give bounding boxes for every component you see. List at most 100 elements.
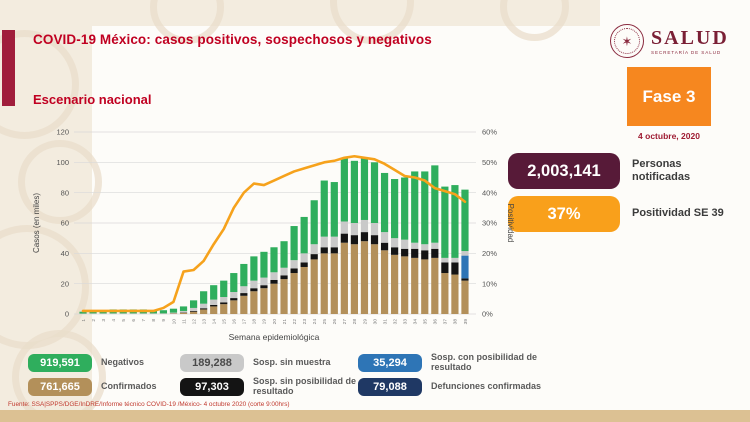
watermark-ornament-icon <box>0 30 79 139</box>
chart: 0 20 40 60 80 100 120 0% 10% 20% 30% 40% 50% 60% 1 2 3 4 5… <box>28 118 518 353</box>
logo-subtitle: SECRETARÍA DE SALUD <box>651 49 722 55</box>
svg-text:38: 38 <box>453 319 459 325</box>
svg-text:1: 1 <box>81 319 87 322</box>
legend-value-badge: 35,294 <box>358 354 422 372</box>
svg-text:35: 35 <box>423 319 429 325</box>
legend-item: 761,665 Confirmados <box>28 378 221 396</box>
svg-text:22: 22 <box>292 319 298 325</box>
legend-label: Sosp. con posibilidad de resultado <box>431 352 538 372</box>
legend-label: Defunciones confirmadas <box>431 381 542 392</box>
svg-text:11: 11 <box>181 319 187 324</box>
source-footer: Fuente: SSA|SPPS/DGE/InDRE/Informe técni… <box>8 401 290 408</box>
svg-text:0: 0 <box>65 310 69 319</box>
stats-panel: 2,003,141 Personas notificadas 37% Positivi… <box>508 153 732 239</box>
svg-text:60%: 60% <box>482 128 497 137</box>
svg-text:24: 24 <box>312 319 318 325</box>
legend-value-badge: 761,665 <box>28 378 92 396</box>
legend-item: 35,294 Sosp. con posibilidad de resultado <box>358 352 551 372</box>
svg-text:60: 60 <box>61 219 69 228</box>
svg-text:21: 21 <box>282 319 288 325</box>
svg-text:28: 28 <box>352 319 358 325</box>
svg-text:17: 17 <box>242 319 248 325</box>
logo-text: SALUD SECRETARÍA DE SALUD <box>651 28 729 55</box>
svg-text:36: 36 <box>433 319 439 325</box>
svg-text:14: 14 <box>211 319 217 325</box>
svg-text:6: 6 <box>131 319 137 322</box>
stat-label: Positividad SE 39 <box>632 207 724 220</box>
legend-label: Sosp. sin posibilidad de resultado <box>253 376 357 396</box>
legend-value-badge: 79,088 <box>358 378 422 396</box>
svg-text:5: 5 <box>121 319 127 322</box>
svg-text:13: 13 <box>201 319 207 325</box>
svg-text:33: 33 <box>402 319 408 325</box>
svg-text:120: 120 <box>56 128 69 137</box>
legend-item: 79,088 Defunciones confirmadas <box>358 378 551 396</box>
legend-label: Negativos <box>101 357 145 368</box>
phase-badge: Fase 3 <box>627 67 711 126</box>
page-title: COVID-19 México: casos positivos, sospec… <box>33 32 432 47</box>
logo-name: SALUD <box>651 26 729 49</box>
svg-text:39: 39 <box>463 319 469 325</box>
svg-text:Casos (en miles): Casos (en miles) <box>32 193 41 253</box>
legend-label: Sosp. sin muestra <box>253 357 331 368</box>
svg-text:8: 8 <box>151 319 157 322</box>
government-seal-icon: ✶ <box>610 24 644 58</box>
svg-text:10: 10 <box>171 319 177 325</box>
svg-text:4: 4 <box>111 319 117 322</box>
svg-text:Semana epidemiológica: Semana epidemiológica <box>229 332 320 342</box>
legend-value-badge: 189,288 <box>180 354 244 372</box>
svg-text:30: 30 <box>372 319 378 325</box>
svg-text:40: 40 <box>61 249 69 258</box>
svg-text:26: 26 <box>332 319 338 325</box>
svg-text:80: 80 <box>61 188 69 197</box>
legend-column: 35,294 Sosp. con posibilidad de resultado… <box>358 352 551 402</box>
watermark-ornament-icon <box>150 0 224 44</box>
legend-item: 919,591 Negativos <box>28 354 221 372</box>
legend-item: 189,288 Sosp. sin muestra <box>180 354 373 372</box>
svg-text:3: 3 <box>101 319 107 322</box>
title-accent-bar <box>2 30 15 106</box>
stat-row: 37% Positividad SE 39 <box>508 196 732 232</box>
chart-legend: 919,591 Negativos 761,665 Confirmados 189,28… <box>28 352 728 406</box>
svg-text:50%: 50% <box>482 158 497 167</box>
svg-text:100: 100 <box>56 158 69 167</box>
watermark-ornament-icon <box>18 140 102 224</box>
phase-date: 4 octubre, 2020 <box>638 131 700 141</box>
svg-text:20: 20 <box>272 319 278 325</box>
salud-logo: ✶ SALUD SECRETARÍA DE SALUD <box>610 24 729 58</box>
svg-text:19: 19 <box>262 319 268 325</box>
phase-label: Fase 3 <box>642 86 696 106</box>
legend-column: 189,288 Sosp. sin muestra 97,303 Sosp. sin … <box>180 354 373 402</box>
legend-value-badge: 919,591 <box>28 354 92 372</box>
svg-text:25: 25 <box>322 319 328 325</box>
svg-text:29: 29 <box>362 319 368 325</box>
watermark-ornament-icon <box>500 0 569 41</box>
svg-text:12: 12 <box>191 319 197 325</box>
svg-text:7: 7 <box>141 319 147 322</box>
svg-text:15: 15 <box>222 319 228 325</box>
svg-text:Positividad: Positividad <box>506 204 515 243</box>
svg-text:0%: 0% <box>482 310 493 319</box>
svg-text:18: 18 <box>252 319 258 325</box>
stat-label: Personas notificadas <box>632 157 691 183</box>
legend-value-badge: 97,303 <box>180 378 244 396</box>
svg-text:27: 27 <box>342 319 348 325</box>
svg-text:23: 23 <box>302 319 308 325</box>
page-subtitle: Escenario nacional <box>33 92 152 107</box>
stat-value-badge: 37% <box>508 196 620 232</box>
svg-text:10%: 10% <box>482 279 497 288</box>
svg-text:37: 37 <box>443 319 449 325</box>
stat-value-badge: 2,003,141 <box>508 153 620 189</box>
svg-text:20: 20 <box>61 279 69 288</box>
svg-text:9: 9 <box>161 319 167 322</box>
legend-item: 97,303 Sosp. sin posibilidad de resultado <box>180 376 373 396</box>
svg-text:40%: 40% <box>482 188 497 197</box>
svg-text:2: 2 <box>91 319 97 322</box>
svg-text:32: 32 <box>392 319 398 325</box>
svg-text:31: 31 <box>382 319 388 325</box>
legend-column: 919,591 Negativos 761,665 Confirmados <box>28 354 221 402</box>
svg-text:34: 34 <box>413 319 419 325</box>
bottom-strip <box>0 410 750 422</box>
